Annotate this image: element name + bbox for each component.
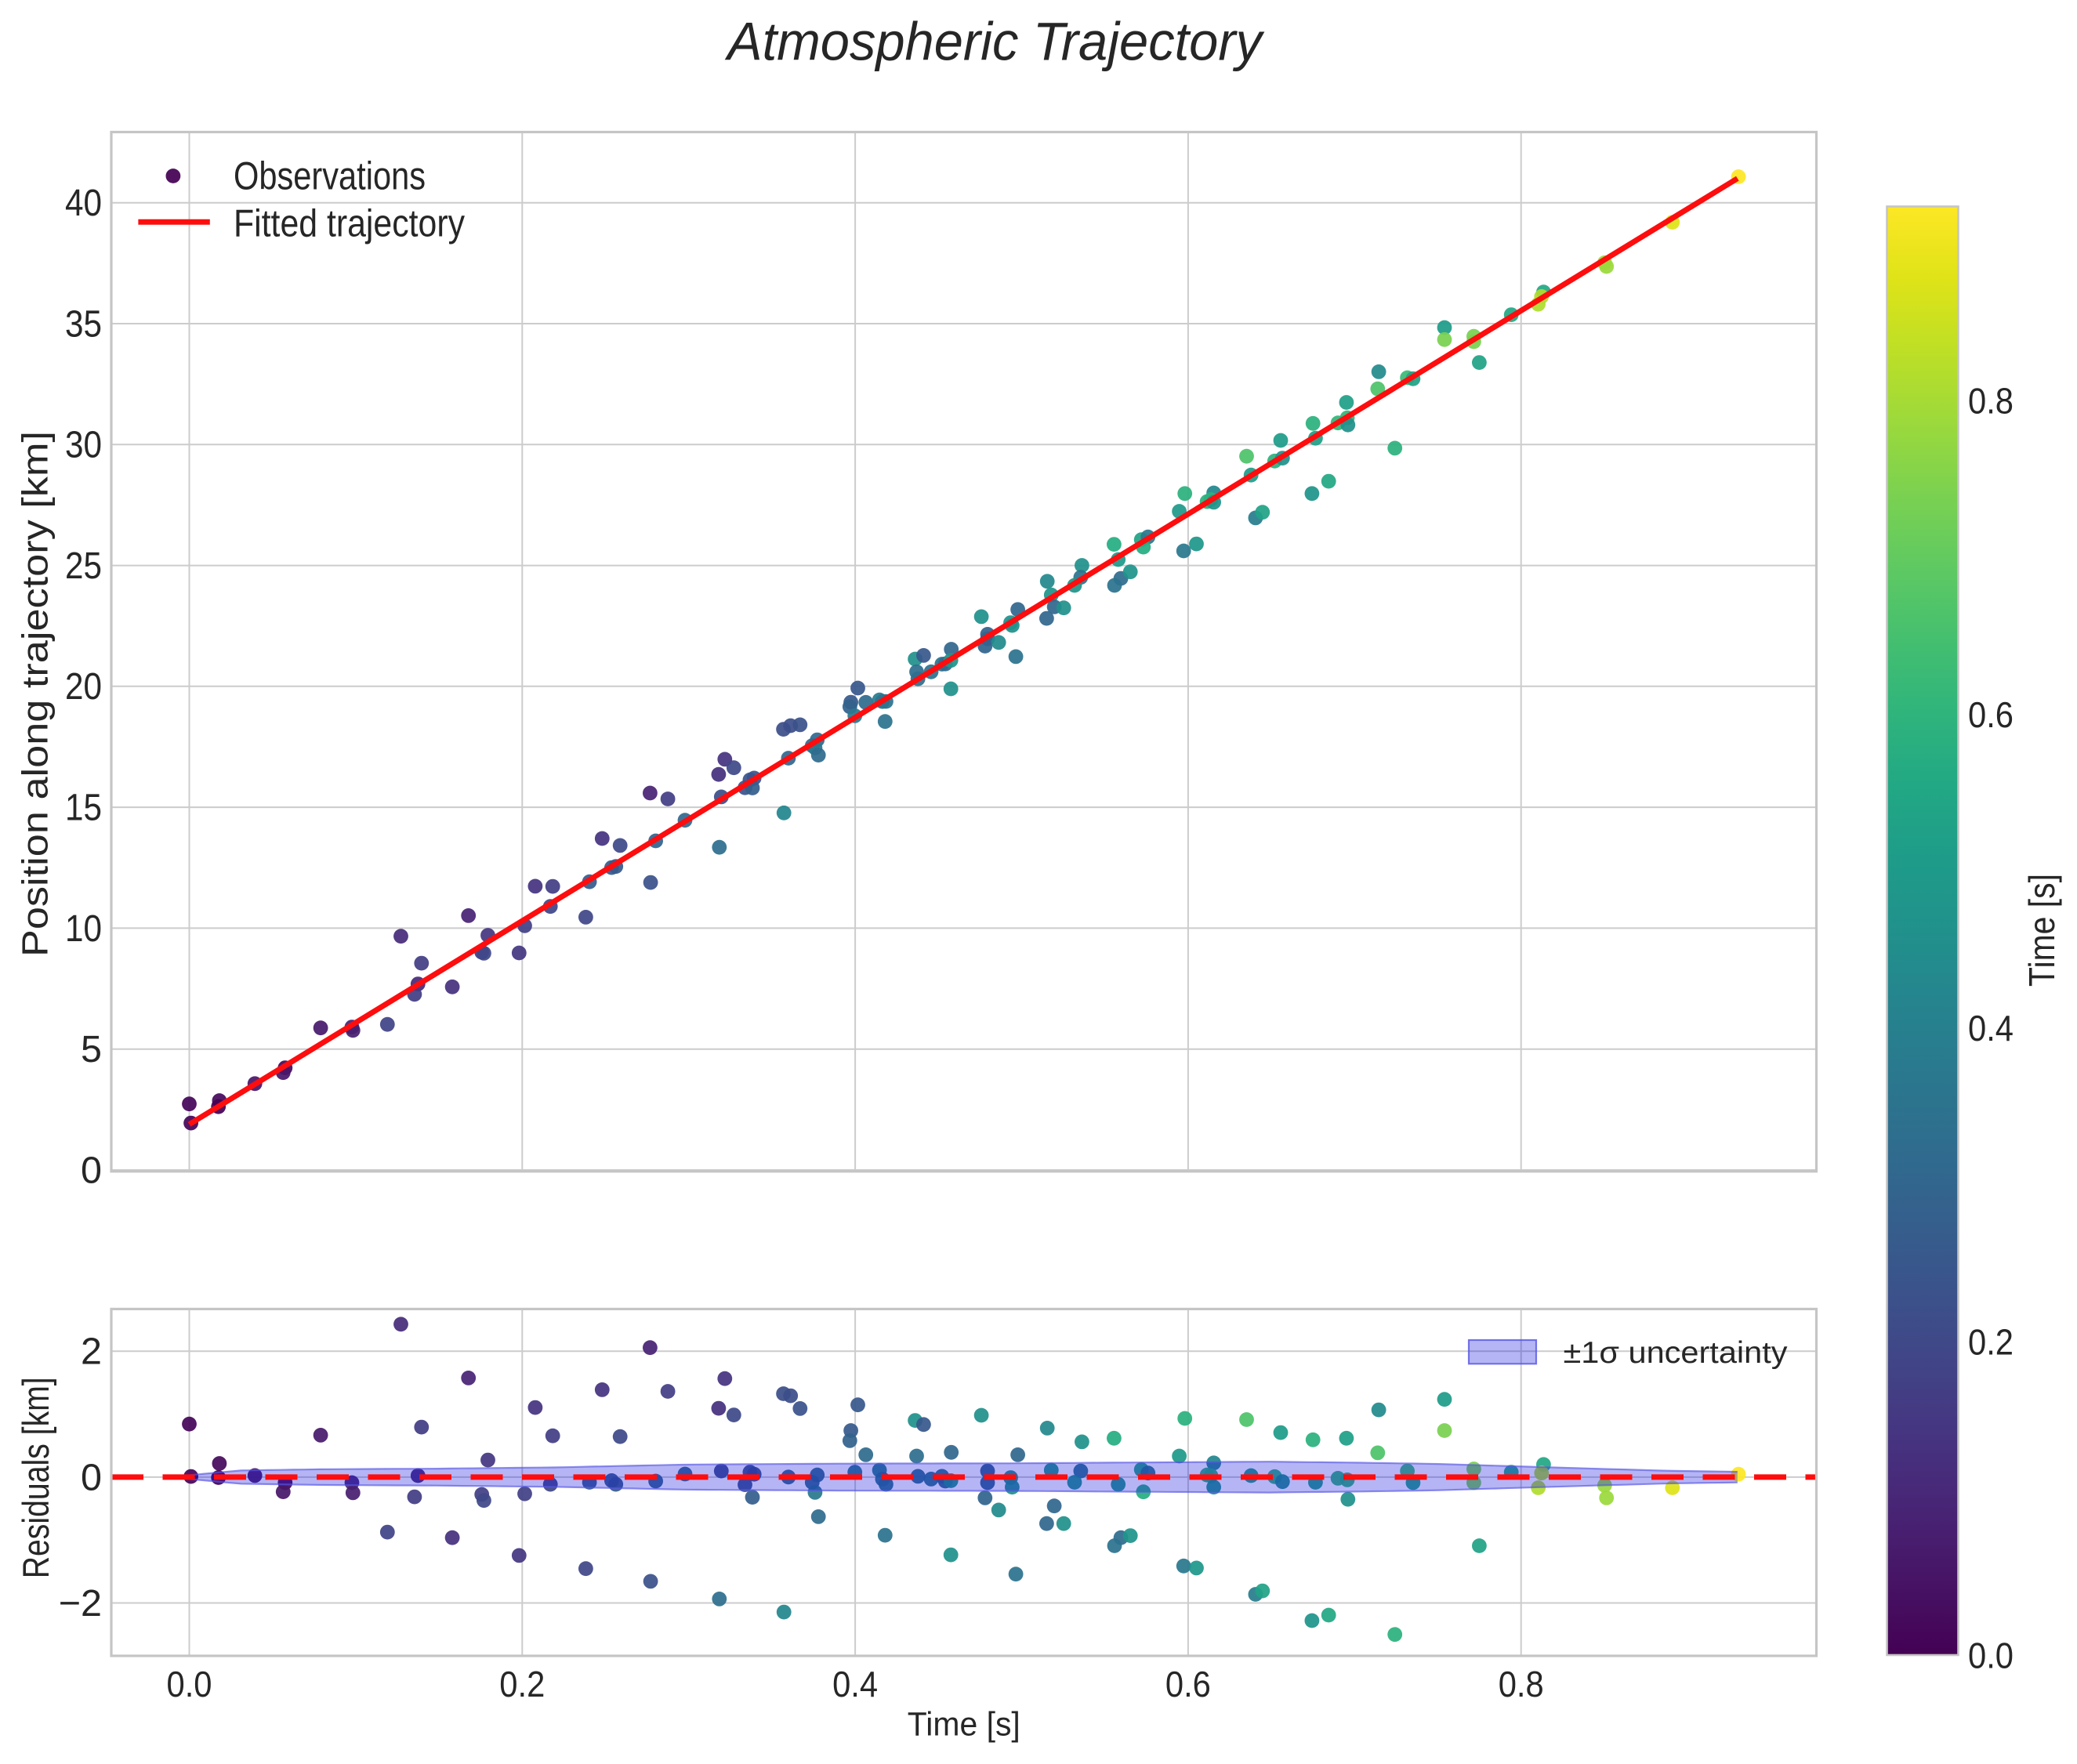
svg-text:0.8: 0.8 [1968,381,2014,422]
svg-text:−2: −2 [59,1582,102,1625]
svg-text:Time [s]: Time [s] [2021,874,2062,987]
svg-text:20: 20 [65,665,102,708]
svg-text:15: 15 [65,787,102,829]
svg-text:0.0: 0.0 [167,1664,212,1704]
svg-text:0.4: 0.4 [1968,1008,2014,1049]
svg-text:35: 35 [65,302,102,345]
svg-text:Position along trajectory [km]: Position along trajectory [km] [15,431,56,957]
svg-text:30: 30 [65,424,102,466]
svg-text:0.6: 0.6 [1165,1664,1211,1704]
svg-text:Atmospheric Trajectory: Atmospheric Trajectory [724,11,1265,71]
svg-text:Observations: Observations [234,154,426,197]
svg-text:5: 5 [81,1028,102,1070]
svg-text:±1σ uncertainty: ±1σ uncertainty [1564,1336,1789,1370]
svg-text:0.0: 0.0 [1968,1635,2014,1676]
svg-text:2: 2 [81,1331,102,1373]
svg-text:0.6: 0.6 [1968,694,2014,735]
svg-text:0.2: 0.2 [1968,1321,2014,1362]
svg-text:0.8: 0.8 [1499,1664,1544,1704]
svg-text:Time [s]: Time [s] [908,1707,1020,1744]
svg-text:0: 0 [81,1456,102,1498]
svg-text:40: 40 [65,182,102,224]
svg-text:Fitted trajectory: Fitted trajectory [234,202,465,244]
svg-text:25: 25 [65,545,102,587]
svg-text:0: 0 [81,1149,102,1191]
svg-text:10: 10 [65,907,102,950]
svg-text:Residuals [km]: Residuals [km] [15,1377,56,1578]
svg-text:0.2: 0.2 [499,1664,545,1704]
svg-text:0.4: 0.4 [832,1664,878,1704]
